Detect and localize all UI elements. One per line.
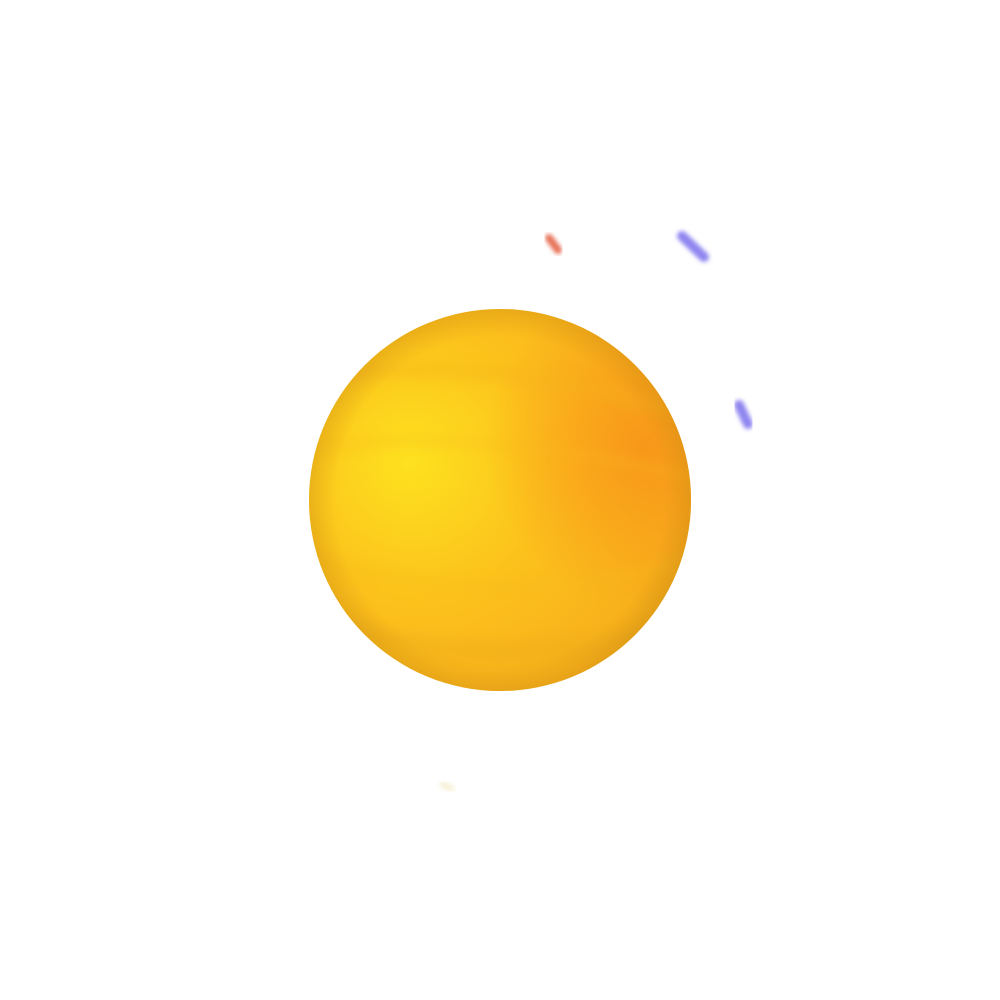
particle-purple-side: [734, 400, 753, 429]
particle-purple-top: [677, 231, 709, 262]
sphere-rim-shadow: [309, 309, 691, 691]
particle-cream: [440, 782, 454, 791]
particle-red: [545, 234, 562, 254]
yellow-sphere: [309, 309, 691, 691]
